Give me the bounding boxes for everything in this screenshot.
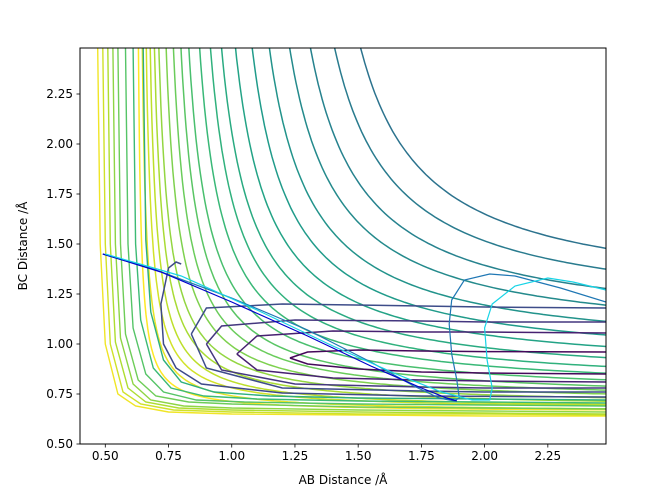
axes-frame bbox=[79, 47, 607, 445]
contour-line-wall bbox=[220, 48, 606, 359]
x-tick-label: 1.50 bbox=[345, 449, 372, 463]
contour-line-outer bbox=[132, 48, 606, 404]
contour-line-well bbox=[236, 330, 606, 383]
trajectory-lines bbox=[102, 253, 606, 402]
contour-line-well bbox=[289, 349, 606, 375]
x-axis-label: AB Distance /Å bbox=[299, 472, 389, 487]
y-tick-label: 1.00 bbox=[46, 337, 73, 351]
contour-line-wall bbox=[172, 48, 606, 391]
contour-line-wall bbox=[268, 48, 606, 323]
x-tick-label: 2.00 bbox=[471, 449, 498, 463]
contour-line-outer bbox=[107, 48, 606, 415]
y-axis-ticks: 0.50 0.75 1.00 1.25 1.50 1.75 2.00 2.25 bbox=[46, 87, 80, 451]
x-tick-label: 0.75 bbox=[155, 449, 182, 463]
contour-line-wall bbox=[333, 48, 606, 270]
y-tick-label: 0.50 bbox=[46, 437, 73, 451]
contour-lines bbox=[97, 48, 606, 417]
y-tick-label: 2.25 bbox=[46, 87, 73, 101]
x-tick-label: 1.75 bbox=[408, 449, 435, 463]
x-tick-label: 1.00 bbox=[218, 449, 245, 463]
contour-line-outer bbox=[142, 48, 606, 401]
contour-line-wall bbox=[288, 48, 606, 306]
contour-line-wall bbox=[158, 48, 606, 399]
contour-line-wall bbox=[165, 48, 606, 395]
x-tick-label: 1.25 bbox=[282, 449, 309, 463]
contour-line-outer bbox=[102, 48, 606, 416]
y-tick-label: 1.75 bbox=[46, 187, 73, 201]
trajectory-line-3 bbox=[105, 253, 606, 401]
contour-line-outer bbox=[117, 48, 606, 410]
contour-line-wall bbox=[359, 48, 606, 250]
x-tick-label: 2.25 bbox=[534, 449, 561, 463]
contour-line-wall bbox=[137, 48, 606, 411]
y-tick-label: 1.50 bbox=[46, 237, 73, 251]
y-tick-label: 0.75 bbox=[46, 387, 73, 401]
contour-line-saddle bbox=[160, 261, 606, 398]
x-tick-label: 0.50 bbox=[92, 449, 119, 463]
contour-line-wall bbox=[145, 48, 606, 407]
y-axis-label: BC Distance /Å bbox=[15, 201, 30, 291]
contour-line-well bbox=[205, 319, 606, 389]
contour-line-wall bbox=[251, 48, 606, 336]
trajectory-line-1 bbox=[102, 253, 606, 402]
contour-line-wall bbox=[198, 48, 606, 374]
y-tick-label: 1.25 bbox=[46, 287, 73, 301]
y-tick-label: 2.00 bbox=[46, 137, 73, 151]
x-axis-ticks: 0.50 0.75 1.00 1.25 1.50 1.75 2.00 2.25 bbox=[92, 444, 561, 463]
contour-line-wall bbox=[309, 48, 606, 290]
contour-line-wall bbox=[234, 48, 606, 348]
contour-line-outer bbox=[124, 48, 606, 407]
contour-line-outer bbox=[97, 48, 606, 417]
trajectory-line-2 bbox=[102, 253, 457, 402]
contour-line-outer bbox=[112, 48, 606, 413]
contour-line-well bbox=[190, 303, 606, 393]
